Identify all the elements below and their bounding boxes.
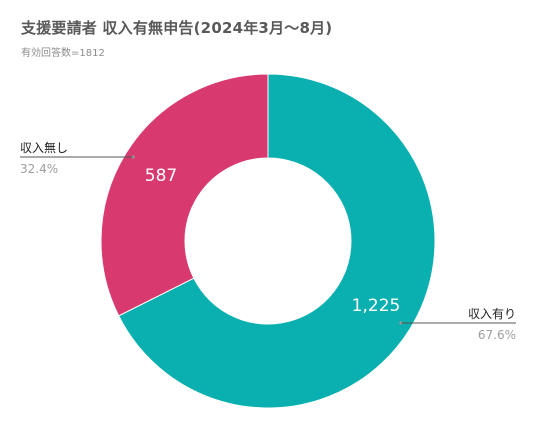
callout-percent-income-no: 32.4% bbox=[20, 162, 58, 176]
callout-label-income-yes: 収入有り bbox=[468, 307, 516, 321]
chart-title: 支援要請者 収入有無申告(2024年3月～8月) bbox=[21, 19, 333, 37]
callout-percent-income-yes: 67.6% bbox=[478, 328, 516, 342]
chart-subtitle: 有効回答数=1812 bbox=[21, 48, 105, 59]
slice-income-yes[interactable] bbox=[118, 73, 436, 409]
callout-label-income-no: 収入無し bbox=[20, 140, 68, 155]
slice-value-label-income-no: 587 bbox=[145, 166, 177, 186]
slice-income-no[interactable] bbox=[100, 73, 269, 317]
slice-value-label-income-yes: 1,225 bbox=[352, 296, 401, 316]
